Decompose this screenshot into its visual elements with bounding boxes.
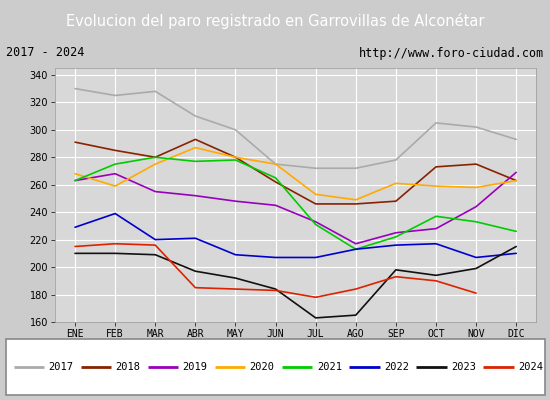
Text: http://www.foro-ciudad.com: http://www.foro-ciudad.com bbox=[359, 46, 544, 60]
Text: 2021: 2021 bbox=[317, 362, 342, 372]
Text: 2017: 2017 bbox=[48, 362, 73, 372]
Text: 2022: 2022 bbox=[384, 362, 409, 372]
Text: 2020: 2020 bbox=[250, 362, 274, 372]
Text: Evolucion del paro registrado en Garrovillas de Alconétar: Evolucion del paro registrado en Garrovi… bbox=[66, 13, 484, 29]
Text: 2024: 2024 bbox=[518, 362, 543, 372]
Text: 2018: 2018 bbox=[116, 362, 140, 372]
Text: 2017 - 2024: 2017 - 2024 bbox=[6, 46, 84, 60]
Text: 2023: 2023 bbox=[451, 362, 476, 372]
Bar bbox=[6, 339, 544, 395]
Text: 2019: 2019 bbox=[183, 362, 207, 372]
